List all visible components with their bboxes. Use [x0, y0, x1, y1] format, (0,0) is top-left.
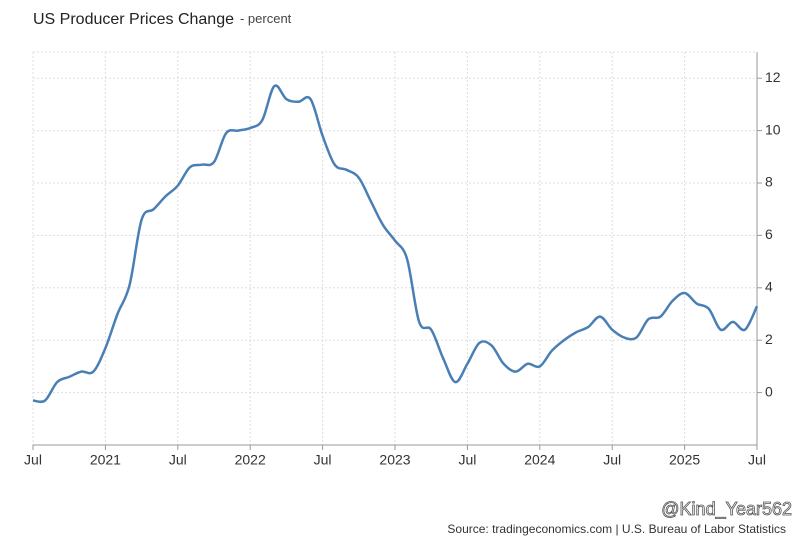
x-tick-label: 2024: [524, 452, 555, 468]
x-tick-label: Jul: [603, 452, 621, 468]
x-tick-label: 2022: [235, 452, 266, 468]
x-tick-label: 2025: [669, 452, 700, 468]
y-tick-label: 6: [765, 226, 773, 242]
subtitle: - percent: [240, 11, 292, 26]
source: Source: tradingeconomics.com | U.S. Bure…: [447, 522, 786, 536]
chart-title: US Producer Prices Change - percent: [33, 11, 292, 28]
watermark: @Kind_Year562: [661, 499, 792, 520]
y-tick-label: 4: [765, 279, 773, 295]
y-tick-label: 2: [765, 331, 773, 347]
x-tick-label: 2023: [379, 452, 410, 468]
x-tick-label: Jul: [169, 452, 187, 468]
y-tick-label: 10: [765, 121, 781, 137]
x-tick-label: 2021: [90, 452, 121, 468]
x-tick-label: Jul: [748, 452, 766, 468]
y-tick-label: 12: [765, 69, 781, 85]
y-tick-label: 8: [765, 174, 773, 190]
x-tick-label: Jul: [314, 452, 332, 468]
title: US Producer Prices Change: [33, 11, 234, 28]
line-series: [32, 84, 759, 404]
x-tick-label: Jul: [458, 452, 476, 468]
y-tick-label: 0: [765, 383, 773, 399]
x-tick-label: Jul: [24, 452, 42, 468]
